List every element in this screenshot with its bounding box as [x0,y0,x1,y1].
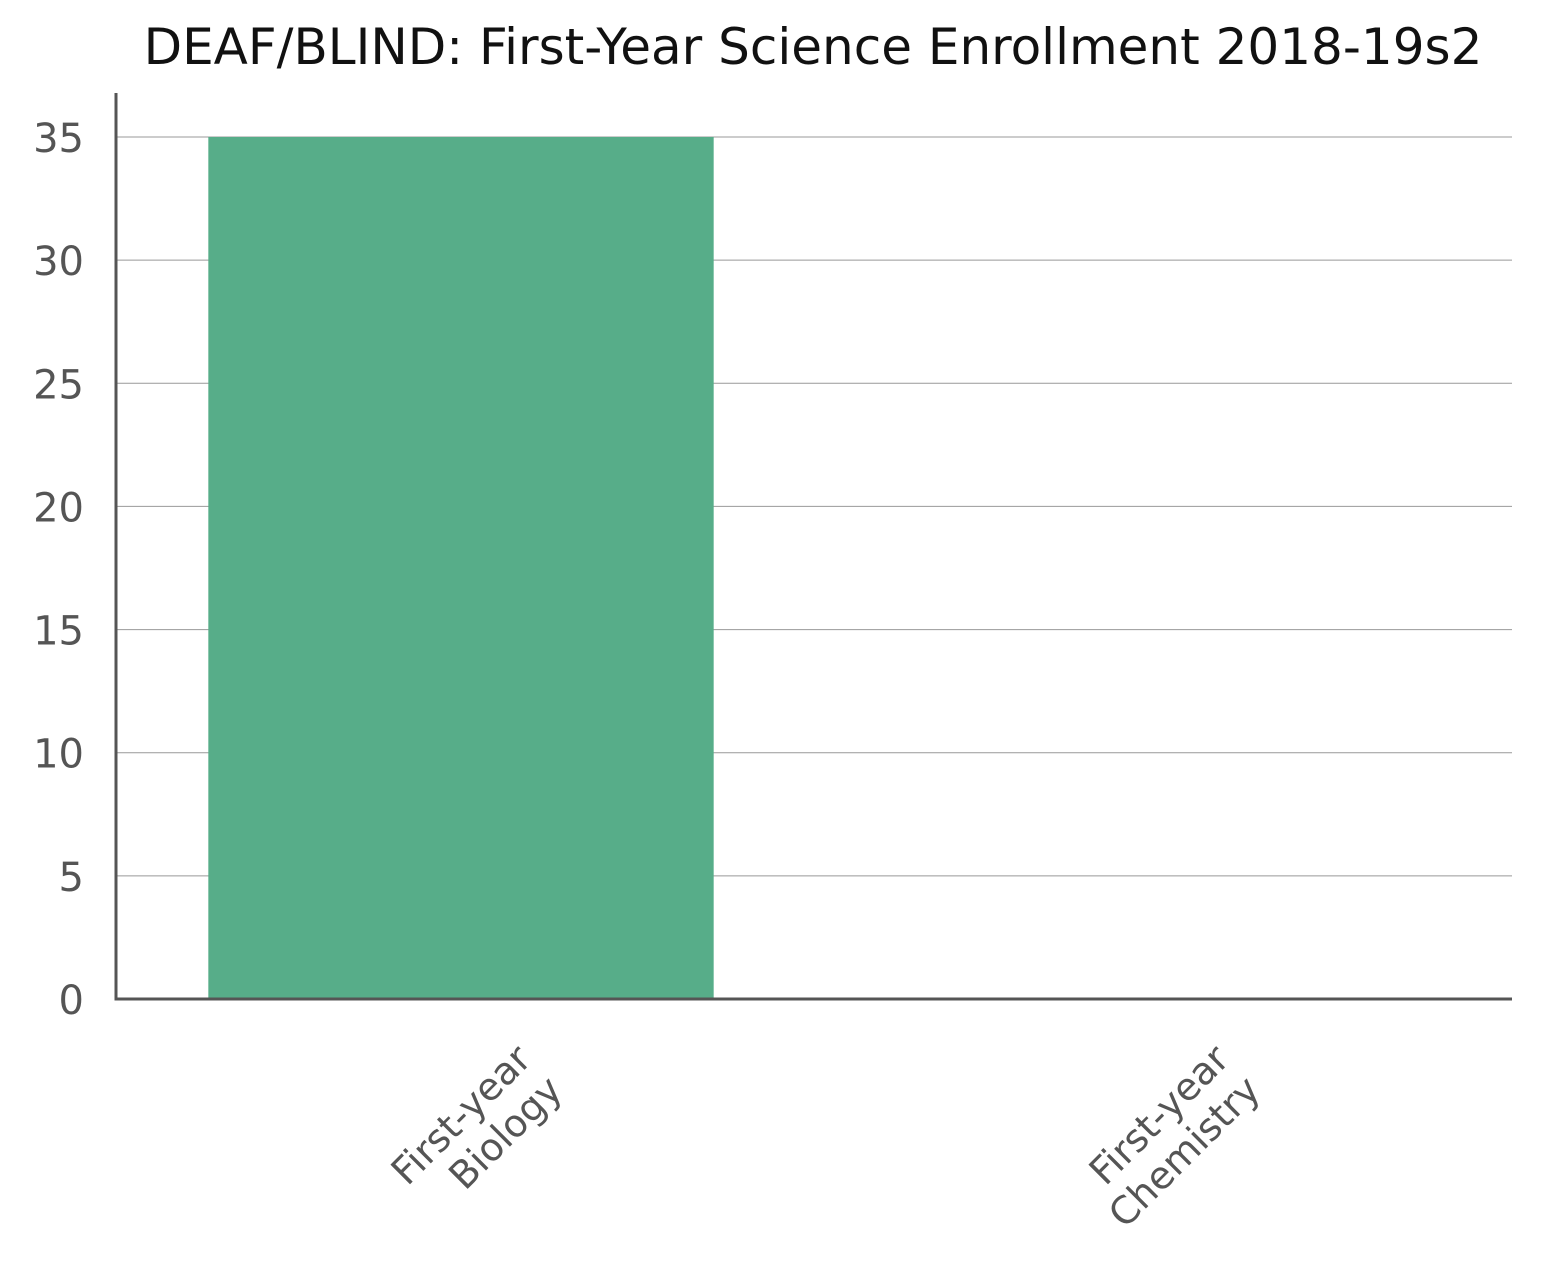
y-tick-label: 25 [33,362,84,408]
chart-title: DEAF/BLIND: First-Year Science Enrollmen… [143,18,1483,76]
axes [114,93,1512,1001]
y-tick-label: 35 [33,116,84,162]
y-tick-label: 0 [59,978,84,1024]
y-tick-label: 15 [33,609,84,655]
y-tick-label: 30 [33,239,84,285]
y-tick-label: 5 [59,855,84,901]
y-tick-label: 20 [33,485,84,531]
y-tick-label: 10 [33,732,84,778]
bars [208,137,714,999]
bar [208,137,714,999]
y-tick-labels: 0 5 10 15 20 25 30 35 [33,116,84,1024]
